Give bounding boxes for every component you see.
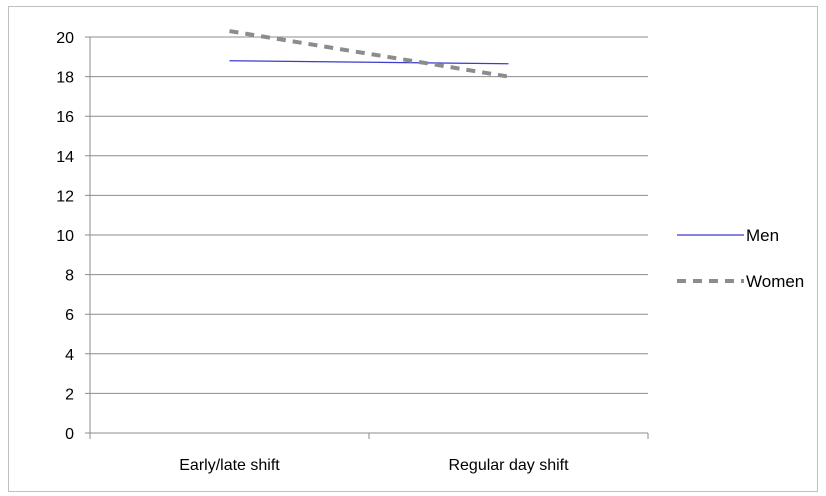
x-tick-label-0: Early/late shift — [179, 457, 280, 474]
series-line-women — [229, 29, 509, 79]
chart-frame — [8, 6, 818, 492]
legend: Men Women — [677, 226, 804, 291]
y-tick-label-10: 10 — [56, 228, 74, 245]
series-lines — [229, 29, 509, 79]
legend-label-women: Women — [746, 272, 804, 291]
y-tick-label-18: 18 — [56, 70, 74, 87]
y-tick-label-4: 4 — [65, 347, 74, 364]
y-tick-label-0: 0 — [65, 426, 74, 443]
gridlines — [85, 36, 648, 434]
y-tick-label-14: 14 — [56, 149, 74, 166]
y-tick-label-6: 6 — [65, 307, 74, 324]
y-tick-label-8: 8 — [65, 268, 74, 285]
x-tick-label-1: Regular day shift — [448, 457, 569, 474]
x-axis: Early/late shift Regular day shift — [89, 433, 649, 474]
y-tick-label-16: 16 — [56, 109, 74, 126]
y-tick-label-20: 20 — [56, 30, 74, 47]
y-tick-label-12: 12 — [56, 188, 74, 205]
y-tick-label-2: 2 — [65, 386, 74, 403]
y-axis: 0 2 4 6 8 10 12 14 16 18 20 — [56, 30, 91, 443]
legend-label-men: Men — [746, 226, 779, 245]
series-line-men — [229, 60, 509, 65]
